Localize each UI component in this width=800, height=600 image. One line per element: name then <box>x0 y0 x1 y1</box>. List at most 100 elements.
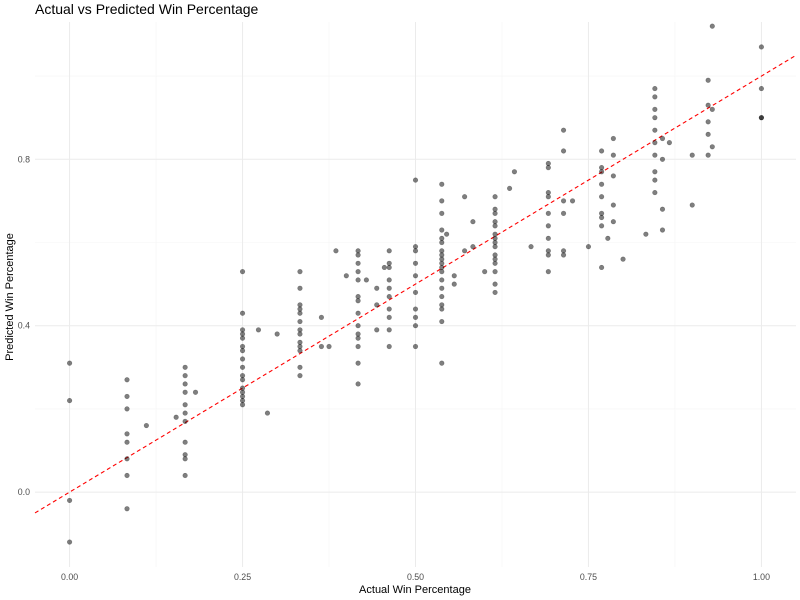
data-point <box>652 85 658 92</box>
data-point <box>659 227 666 233</box>
data-point <box>462 248 468 254</box>
data-point <box>652 189 658 196</box>
data-point <box>333 248 339 254</box>
data-point <box>709 144 715 150</box>
data-point <box>439 269 445 275</box>
data-point <box>192 389 199 395</box>
data-point <box>239 335 246 341</box>
data-point <box>355 310 361 316</box>
data-point <box>545 165 551 171</box>
data-point <box>470 219 476 225</box>
data-point <box>143 422 149 429</box>
data-point <box>439 239 445 246</box>
data-point <box>386 277 392 283</box>
data-point <box>239 402 246 408</box>
data-point <box>386 248 392 254</box>
data-point <box>492 244 498 250</box>
data-point <box>758 85 765 92</box>
data-point <box>705 77 711 83</box>
data-point <box>492 260 498 266</box>
data-point <box>492 269 498 275</box>
data-point <box>297 310 303 316</box>
data-point <box>386 264 392 271</box>
data-point <box>124 439 130 445</box>
data-point <box>412 177 419 183</box>
data-point <box>374 327 380 333</box>
data-point <box>374 285 380 291</box>
data-point <box>412 343 419 350</box>
data-point <box>326 343 332 350</box>
data-point <box>652 94 658 100</box>
data-point <box>439 360 445 366</box>
data-point <box>598 181 605 187</box>
data-point <box>386 327 392 333</box>
data-point <box>412 289 419 296</box>
y-tick-label: 0.8 <box>18 154 30 164</box>
data-point <box>439 227 445 233</box>
major-gridlines-x <box>69 22 762 567</box>
data-point <box>439 318 445 325</box>
data-point <box>412 306 419 312</box>
data-point <box>545 210 551 216</box>
data-point <box>705 152 711 158</box>
data-point <box>173 414 179 420</box>
data-point <box>439 210 445 216</box>
data-point <box>355 298 361 304</box>
data-point <box>412 260 419 266</box>
data-point <box>412 248 419 254</box>
data-point <box>439 198 445 204</box>
data-point <box>66 539 73 545</box>
data-point <box>652 140 658 146</box>
data-point <box>182 402 188 408</box>
data-point <box>506 185 513 192</box>
data-points <box>66 23 765 545</box>
data-point <box>297 373 303 379</box>
data-point <box>598 264 605 271</box>
data-point <box>386 343 392 350</box>
data-point <box>439 181 445 187</box>
y-tick-label: 0.0 <box>18 487 30 497</box>
data-point <box>666 140 672 146</box>
data-point <box>560 127 567 133</box>
data-point <box>689 202 695 208</box>
data-point <box>318 343 325 350</box>
data-point <box>545 194 551 200</box>
data-point <box>182 418 188 424</box>
data-point <box>355 260 361 266</box>
data-point <box>511 169 518 175</box>
data-point <box>598 214 605 221</box>
minor-gridlines-x <box>155 22 676 567</box>
data-point <box>659 206 666 212</box>
data-point <box>355 343 361 350</box>
data-point <box>569 198 576 204</box>
data-point <box>412 314 419 320</box>
data-point <box>652 115 658 121</box>
data-point <box>689 152 695 158</box>
data-point <box>66 497 73 504</box>
reference-line <box>34 54 797 514</box>
data-point <box>545 252 551 258</box>
data-point <box>652 152 658 158</box>
data-point <box>560 210 567 216</box>
data-point <box>492 194 498 200</box>
data-point <box>545 223 551 229</box>
data-point <box>355 323 361 329</box>
data-point <box>470 244 476 250</box>
data-point <box>598 194 605 200</box>
data-point <box>439 306 445 312</box>
data-point <box>643 231 649 237</box>
data-point <box>297 348 303 354</box>
data-point <box>386 285 392 291</box>
data-point <box>297 364 303 370</box>
data-point <box>610 173 616 179</box>
data-point <box>598 223 605 229</box>
data-point <box>182 373 188 379</box>
x-axis-title: Actual Win Percentage <box>359 584 471 596</box>
data-point <box>386 314 392 320</box>
data-point <box>652 169 658 175</box>
data-point <box>705 131 711 137</box>
data-point <box>439 293 445 300</box>
data-point <box>462 194 468 200</box>
data-point <box>239 269 246 275</box>
data-point <box>610 135 616 142</box>
